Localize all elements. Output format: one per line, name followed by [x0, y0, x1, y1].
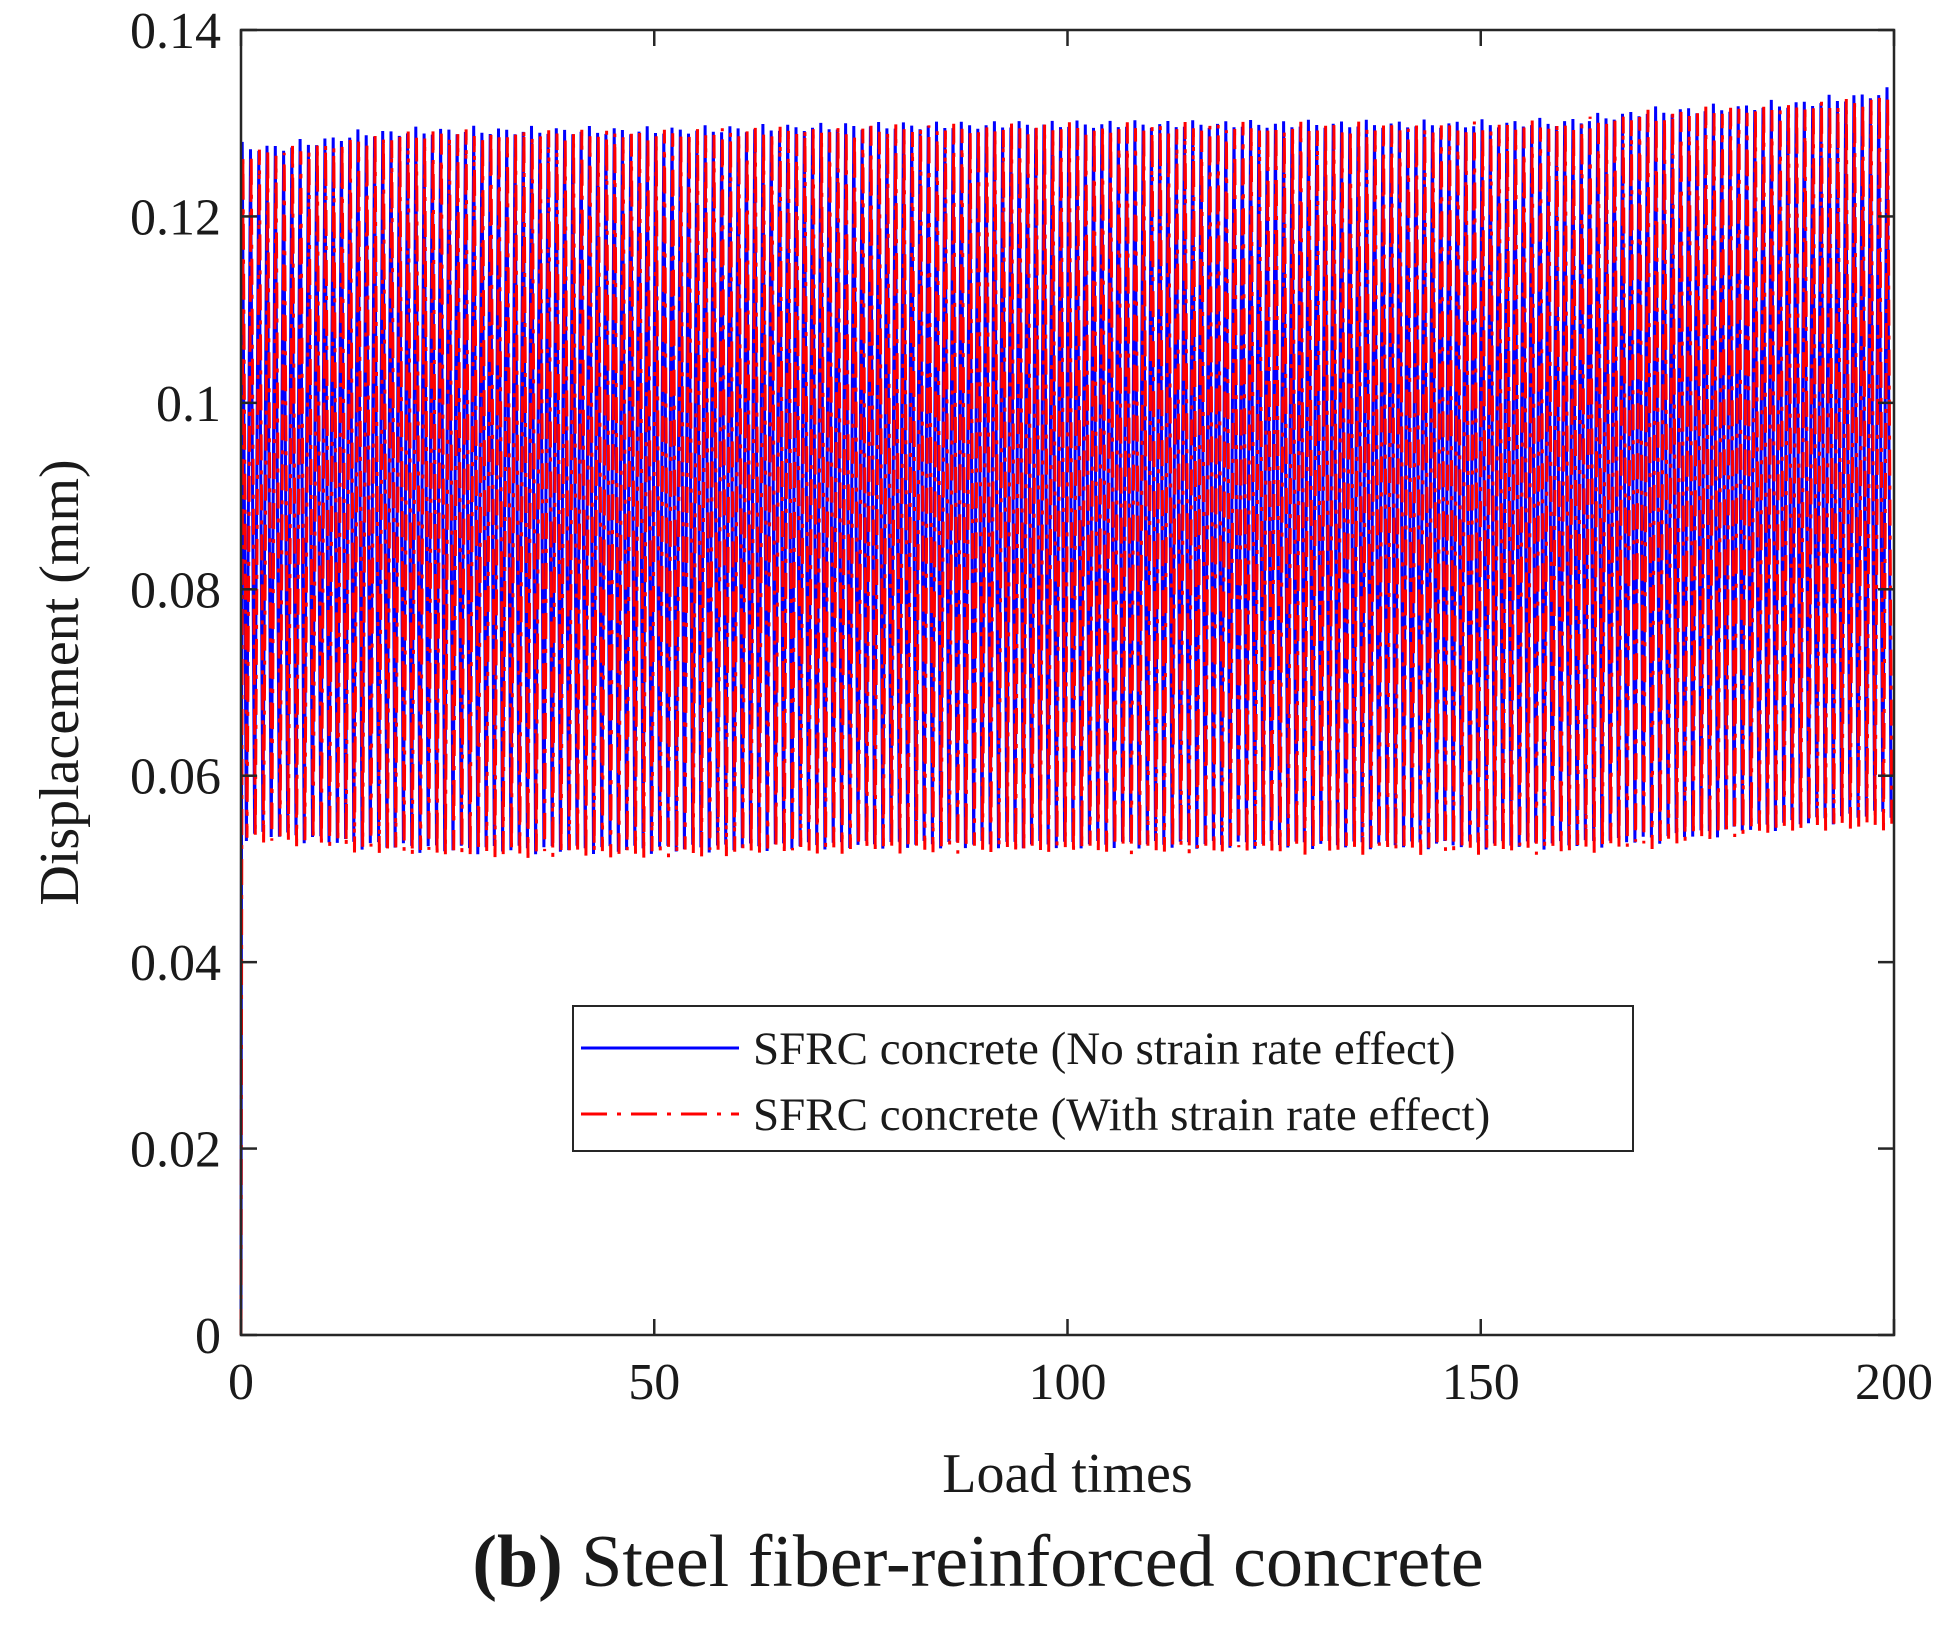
y-axis-title: Displacement (mm): [29, 459, 91, 905]
x-axis-title: Load times: [942, 1443, 1192, 1505]
x-tick-label: 50: [628, 1354, 680, 1411]
legend-box: [572, 1005, 1634, 1152]
y-tick-label: 0.04: [130, 935, 221, 992]
y-tick-label: 0.12: [130, 189, 221, 246]
x-tick-label: 0: [228, 1354, 254, 1411]
x-tick-label: 150: [1442, 1354, 1520, 1411]
y-tick-label: 0.02: [130, 1122, 221, 1179]
caption-label: (b): [472, 1521, 563, 1603]
y-tick-label: 0.14: [130, 3, 221, 60]
legend-label-no-strain: SFRC concrete (No strain rate effect): [753, 1023, 1456, 1075]
y-tick-label: 0: [195, 1308, 221, 1365]
y-tick-label: 0.06: [130, 749, 221, 806]
legend-label-with-strain: SFRC concrete (With strain rate effect): [753, 1089, 1490, 1141]
caption-text: Steel fiber-reinforced concrete: [581, 1521, 1484, 1603]
legend: SFRC concrete (No strain rate effect) SF…: [572, 1005, 1634, 1152]
y-tick-label: 0.08: [130, 562, 221, 619]
series-layer: [239, 87, 1894, 1336]
figure-caption: (b) Steel fiber-reinforced concrete: [0, 1520, 1956, 1605]
x-tick-label: 200: [1855, 1354, 1933, 1411]
series-with-strain-rate: [239, 93, 1894, 1336]
y-tick-label: 0.1: [156, 376, 221, 433]
ticks-layer: 0 50 100 150 200 0 0.02 0.04 0.06 0.08 0.1 0.12 0.14: [130, 3, 1933, 1411]
x-tick-label: 100: [1029, 1354, 1107, 1411]
